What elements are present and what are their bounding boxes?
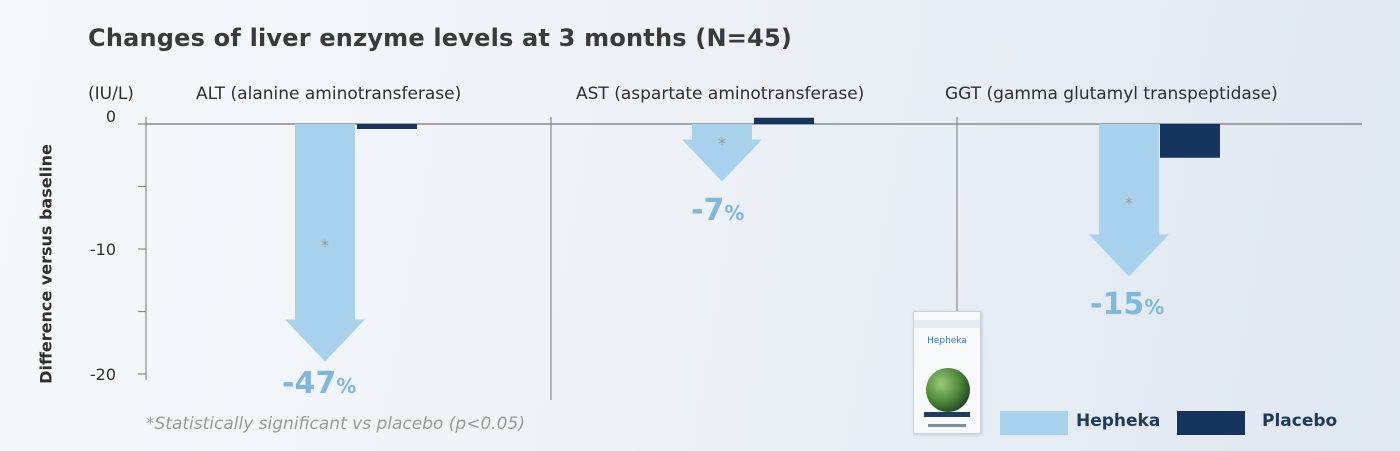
pct-label-alt: -47% bbox=[282, 366, 356, 401]
placebo-bar-2 bbox=[1160, 124, 1220, 158]
legend-swatch-hepheka bbox=[1000, 411, 1068, 435]
product-box-icon: Hepheka bbox=[913, 311, 981, 434]
pct-label-ast: -7% bbox=[691, 193, 744, 228]
pct-label-alt-symbol: % bbox=[336, 374, 357, 398]
pct-label-ggt: -15% bbox=[1090, 287, 1164, 322]
legend-label-placebo: Placebo bbox=[1262, 411, 1338, 431]
panel-title-ggt: GGT (gamma glutamyl transpeptidase) bbox=[945, 84, 1278, 104]
y-tick-label: -10 bbox=[90, 240, 116, 259]
leaf-image-icon bbox=[926, 368, 970, 412]
panel-title-ast: AST (aspartate aminotransferase) bbox=[576, 84, 865, 104]
pct-label-alt-value: -47 bbox=[282, 366, 337, 401]
panel-title-alt: ALT (alanine aminotransferase) bbox=[196, 84, 462, 104]
placebo-bar-0 bbox=[357, 124, 417, 129]
pct-label-ggt-symbol: % bbox=[1144, 295, 1165, 319]
placebo-bar-1 bbox=[754, 117, 814, 124]
significance-asterisk-1: * bbox=[718, 134, 726, 153]
hepheka-bar-1 bbox=[682, 124, 762, 182]
y-axis-unit: (IU/L) bbox=[88, 84, 134, 104]
legend-swatch-placebo bbox=[1177, 411, 1245, 435]
hepheka-bar-0 bbox=[285, 124, 365, 362]
y-tick-label: -20 bbox=[90, 365, 116, 384]
chart-title: Changes of liver enzyme levels at 3 mont… bbox=[88, 24, 793, 52]
significance-asterisk-0: * bbox=[321, 236, 329, 255]
product-box-band bbox=[914, 320, 980, 328]
product-box-base bbox=[928, 424, 966, 427]
pct-label-ast-symbol: % bbox=[724, 201, 745, 225]
y-tick-label: 0 bbox=[106, 107, 116, 126]
hepheka-bar-2 bbox=[1089, 124, 1169, 277]
product-box-strip bbox=[924, 412, 970, 417]
footnote: *Statistically significant vs placebo (p… bbox=[146, 414, 525, 434]
legend-label-hepheka: Hepheka bbox=[1076, 411, 1161, 431]
significance-asterisk-2: * bbox=[1125, 193, 1133, 212]
product-box-name: Hepheka bbox=[927, 336, 967, 346]
pct-label-ast-value: -7 bbox=[691, 193, 725, 228]
pct-label-ggt-value: -15 bbox=[1090, 287, 1145, 322]
